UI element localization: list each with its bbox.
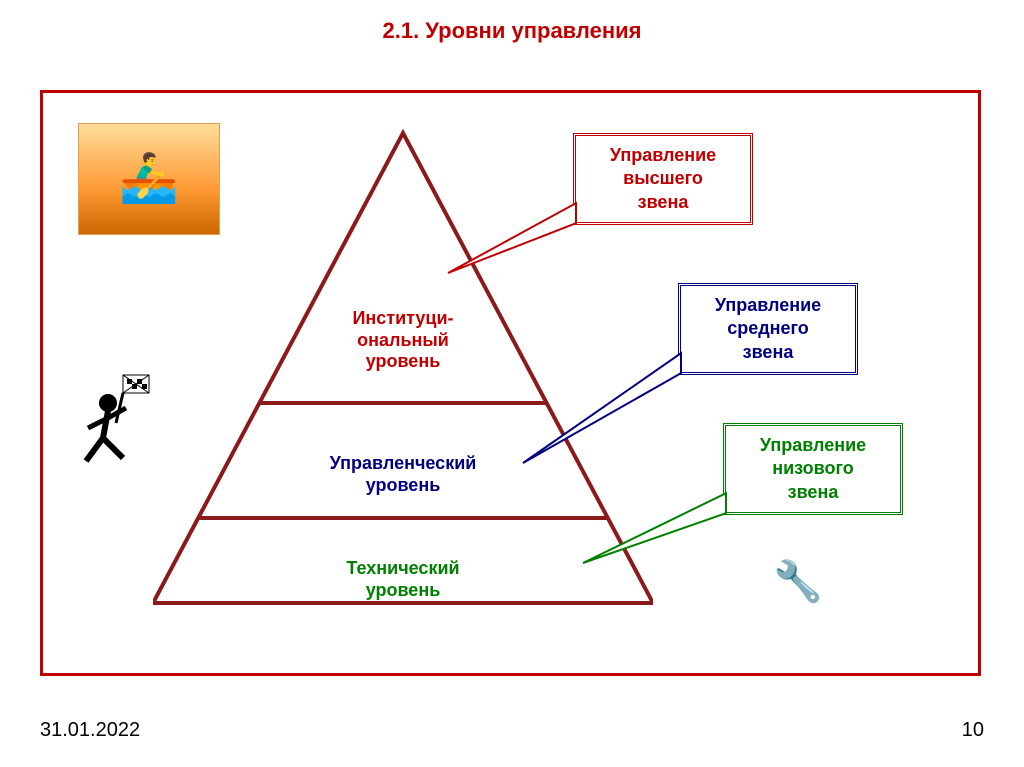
content-frame: Институци-ональныйуровень Управленческий… [40, 90, 981, 676]
level-label-managerial: Управленческийуровень [153, 453, 653, 496]
callout-top-management: Управлениевысшегозвена [573, 133, 753, 225]
level-label-institutional: Институци-ональныйуровень [153, 308, 653, 373]
clipart-runner-icon [68, 373, 168, 473]
level-label-technical: Техническийуровень [153, 558, 653, 601]
callout-low-management: Управлениенизовогозвена [723, 423, 903, 515]
slide-title: 2.1. Уровни управления [0, 18, 1024, 44]
footer-page-number: 10 [962, 719, 984, 742]
callout-mid-management: Управлениесреднегозвена [678, 283, 858, 375]
footer-date: 31.01.2022 [40, 719, 140, 742]
clipart-workers-icon [723, 543, 873, 633]
clipart-boat-icon [78, 123, 220, 235]
